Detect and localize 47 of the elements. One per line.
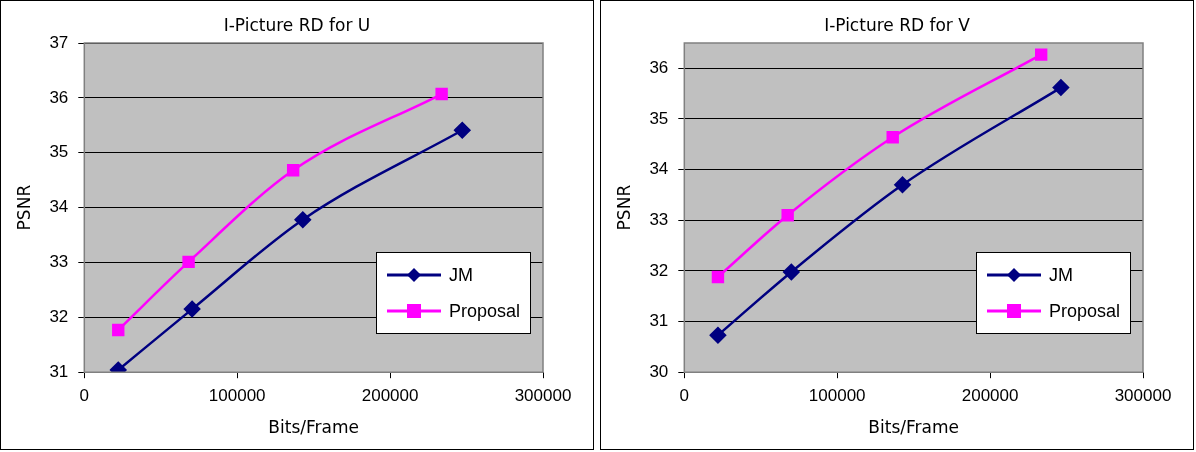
point — [294, 211, 312, 228]
x-tick-label: 0 — [79, 386, 90, 406]
y-tick-label: 32 — [49, 307, 69, 327]
y-tick-label: 34 — [49, 197, 69, 217]
point — [112, 323, 125, 337]
legend-label: JM — [449, 264, 473, 286]
x-tick-label: 100000 — [208, 386, 266, 406]
x-tick-label: 200000 — [961, 386, 1019, 406]
x-tick-label: 0 — [679, 386, 690, 406]
point — [886, 131, 899, 144]
y-tick-label: 31 — [649, 311, 669, 331]
x-tick-label: 300000 — [514, 386, 572, 406]
legend-label: JM — [1049, 264, 1073, 286]
x-axis-title: Bits/Frame — [868, 417, 959, 438]
y-tick-label: 36 — [49, 87, 69, 107]
point — [894, 176, 911, 194]
y-tick-label: 37 — [49, 32, 69, 52]
point — [435, 87, 448, 101]
x-tick-label: 300000 — [1114, 386, 1172, 406]
point — [1052, 79, 1070, 96]
point — [711, 270, 725, 284]
y-axis-title: PSNR — [613, 184, 634, 231]
y-tick-label: 31 — [49, 361, 69, 381]
point — [454, 121, 471, 139]
y-tick-label: 35 — [649, 108, 669, 128]
x-tick-label: 100000 — [808, 386, 866, 406]
y-tick-label: 34 — [649, 159, 669, 179]
point — [182, 255, 195, 269]
y-tick-label: 35 — [49, 142, 69, 162]
point — [183, 300, 201, 318]
legend-label: Proposal — [1049, 300, 1121, 322]
x-axis-title: Bits/Frame — [268, 417, 359, 438]
point — [709, 326, 727, 344]
x-tick-label: 200000 — [361, 386, 419, 406]
y-tick-label: 30 — [649, 361, 669, 381]
point — [1034, 48, 1048, 61]
point — [783, 263, 800, 281]
y-tick-label: 32 — [649, 260, 669, 280]
y-tick-label: 33 — [649, 209, 669, 229]
legend-label: Proposal — [449, 300, 521, 322]
chart-title: I-Picture RD for U — [223, 15, 371, 35]
y-tick-label: 33 — [49, 252, 69, 272]
y-tick-label: 36 — [649, 58, 669, 78]
point — [781, 209, 794, 222]
y-axis-title: PSNR — [13, 184, 34, 231]
point — [286, 164, 300, 177]
chart-title: I-Picture RD for V — [823, 15, 971, 35]
